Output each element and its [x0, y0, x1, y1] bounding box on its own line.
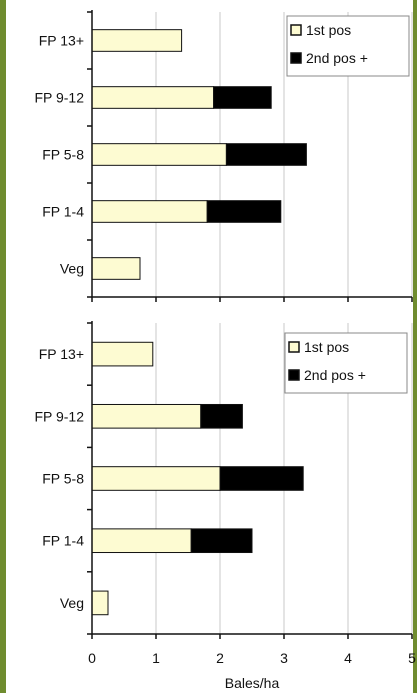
- x-tick-label: 3: [280, 650, 288, 666]
- bar-second-pos-2: [225, 143, 307, 166]
- legend-label-2: 2nd pos +: [306, 50, 368, 66]
- bar-first-pos-0: [91, 29, 183, 52]
- bar-first-pos-1: [91, 403, 202, 429]
- category-label: FP 1-4: [42, 204, 84, 220]
- x-tick-label: 1: [152, 650, 160, 666]
- x-tick-label: 2: [216, 650, 224, 666]
- frame-left-border: [0, 0, 6, 693]
- bar-second-pos-1: [213, 86, 272, 109]
- x-tick-label: 4: [344, 650, 352, 666]
- bar-second-pos-3: [190, 528, 253, 554]
- bar-first-pos-4: [91, 590, 109, 616]
- chart-panel-1: FP 13+ FP 9-12 FP 5-8 FP 1-4 Veg 1st pos 2nd p…: [34, 10, 413, 302]
- category-label: Veg: [60, 595, 84, 611]
- legend-label-1: 1st pos: [306, 22, 351, 38]
- bar-second-pos-2: [219, 466, 304, 491]
- category-label: FP 5-8: [42, 471, 84, 487]
- legend-swatch-2: [288, 369, 300, 381]
- bar-first-pos-2: [91, 143, 227, 166]
- category-label: FP 9-12: [34, 408, 84, 424]
- x-tick-label: 5: [408, 650, 416, 666]
- legend-box: [284, 332, 408, 394]
- legend: 1st pos 2nd pos +: [286, 15, 410, 77]
- bar-first-pos-2: [91, 466, 221, 491]
- legend: 1st pos 2nd pos +: [284, 332, 408, 394]
- legend-swatch-1: [290, 24, 302, 36]
- bar-first-pos-1: [91, 86, 215, 109]
- legend-box: [286, 15, 410, 77]
- bar-second-pos-3: [206, 200, 282, 223]
- bar-first-pos-0: [91, 341, 154, 367]
- legend-swatch-2: [290, 52, 302, 64]
- bar-first-pos-4: [91, 257, 141, 280]
- category-label: FP 5-8: [42, 147, 84, 163]
- legend-label-1: 1st pos: [304, 339, 349, 355]
- bar-first-pos-3: [91, 200, 208, 223]
- category-label: FP 13+: [39, 346, 84, 362]
- x-axis-title: Bales/ha: [225, 675, 280, 691]
- category-label: Veg: [60, 261, 84, 277]
- category-label: FP 13+: [39, 33, 84, 49]
- frame-right-border: [413, 0, 417, 693]
- chart-panel-2: FP 13+ FP 9-12 FP 5-8 FP 1-4 Veg 0 1 2 3 4 5 Bales/…: [34, 321, 416, 691]
- bar-first-pos-3: [91, 528, 192, 554]
- x-tick-label: 0: [88, 650, 96, 666]
- category-label: FP 1-4: [42, 533, 84, 549]
- bar-second-pos-1: [200, 403, 243, 429]
- legend-label-2: 2nd pos +: [304, 367, 366, 383]
- legend-swatch-1: [288, 341, 300, 353]
- category-label: FP 9-12: [34, 90, 84, 106]
